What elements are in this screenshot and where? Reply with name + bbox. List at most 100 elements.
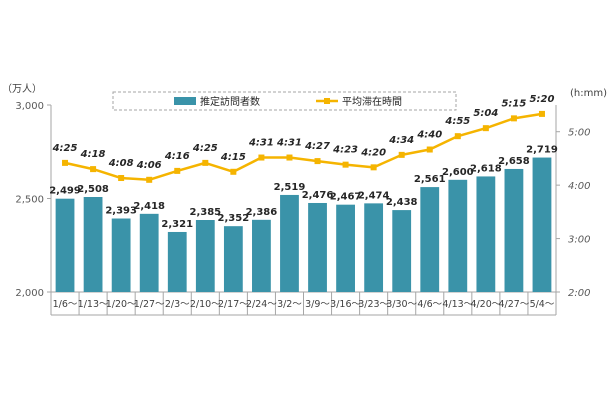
stay-time-label: 4:40 [416, 130, 442, 141]
category-label: 2/10～ [190, 299, 221, 310]
category-label: 5/4～ [530, 299, 555, 310]
stay-time-marker [370, 164, 377, 171]
stay-time-label: 4:06 [136, 160, 162, 171]
visitor-bar-label: 2,321 [161, 219, 193, 230]
category-label: 3/16～ [330, 299, 361, 310]
right-tick-label: 5:00 [568, 128, 590, 139]
visitor-bar [504, 168, 524, 292]
visitor-bar [167, 231, 187, 292]
category-label: 4/27～ [498, 299, 529, 310]
legend-bar-label: 推定訪問者数 [200, 95, 260, 108]
left-tick-label: 2,500 [15, 195, 44, 206]
visitor-bar [420, 187, 440, 292]
visitor-bar-label: 2,476 [302, 190, 334, 201]
category-label: 4/13～ [442, 299, 473, 310]
stay-time-marker [510, 115, 517, 122]
stay-time-marker [62, 159, 69, 166]
visitor-bar-label: 2,438 [386, 197, 418, 208]
stay-time-marker [118, 175, 125, 182]
visitor-bar-label: 2,393 [105, 206, 137, 217]
stay-time-label: 4:25 [192, 143, 218, 154]
legend-bar-swatch [174, 97, 196, 105]
stay-time-marker [174, 167, 181, 174]
stay-time-marker [146, 176, 153, 183]
visitor-bar-label: 2,600 [442, 167, 474, 178]
left-tick-label: 3,000 [15, 101, 44, 112]
axes-layer: 2,000 2,500 3,000 2:00 3:00 4:00 5:00 1/6～ 1/13～… [15, 101, 590, 316]
category-label: 1/13～ [78, 299, 109, 310]
category-label: 3/23～ [358, 299, 389, 310]
stay-time-marker [258, 154, 265, 161]
visitor-bar-label: 2,519 [274, 182, 306, 193]
category-label: 1/27～ [134, 299, 165, 310]
stay-time-label: 4:34 [388, 135, 414, 146]
visitor-bar [364, 203, 384, 292]
category-label: 4/6～ [417, 299, 442, 310]
visitor-bar-label: 2,418 [133, 201, 165, 212]
visitor-bar [308, 202, 327, 292]
stay-time-marker [398, 151, 405, 158]
stay-time-label: 4:25 [52, 143, 78, 154]
visitor-bar-label: 2,658 [498, 156, 530, 167]
stay-time-marker [454, 133, 461, 140]
category-label: 4/20～ [470, 299, 501, 310]
visitor-bar [392, 210, 412, 292]
stay-time-label: 5:04 [473, 108, 498, 119]
stay-time-marker [202, 159, 209, 166]
stay-time-label: 4:31 [276, 138, 302, 149]
category-label: 2/24～ [246, 299, 277, 310]
legend-frame [112, 91, 457, 111]
stay-time-line [64, 112, 543, 182]
visitor-bar [223, 226, 243, 292]
stay-time-label: 4:20 [360, 147, 386, 158]
visitor-bar-label: 2,499 [49, 186, 81, 197]
stay-time-marker [230, 168, 237, 175]
visitor-bar [139, 213, 159, 292]
line-layer [62, 110, 545, 183]
category-label: 3/30～ [386, 299, 417, 310]
stay-time-label: 5:15 [501, 98, 526, 109]
stay-time-label: 4:08 [108, 158, 134, 169]
visitor-bar-label: 2,352 [218, 213, 250, 224]
left-tick-label: 2,000 [15, 288, 44, 299]
visitor-bar [280, 194, 299, 292]
stay-time-label: 5:20 [530, 94, 555, 105]
category-label: 3/2～ [277, 299, 302, 310]
visitor-bar [336, 204, 355, 292]
stay-time-marker [286, 154, 293, 161]
legend-line-label: 平均滞在時間 [342, 96, 402, 108]
stay-time-label: 4:23 [332, 145, 358, 156]
category-label: 1/20～ [106, 299, 137, 310]
visitor-bar-label: 2,474 [358, 190, 390, 201]
visitor-bar-label: 2,719 [526, 145, 558, 156]
legend-line-marker [324, 98, 330, 104]
category-label: 1/6～ [53, 299, 78, 310]
right-tick-label: 3:00 [568, 235, 590, 246]
stay-time-label: 4:16 [164, 151, 190, 162]
right-tick-label: 2:00 [568, 288, 590, 299]
stay-time-label: 4:15 [220, 152, 246, 163]
stay-time-marker [314, 158, 321, 165]
visitor-bar [195, 220, 215, 292]
bars-layer [55, 157, 552, 292]
visitor-bar [532, 157, 552, 292]
stay-time-marker [538, 110, 545, 117]
visitor-bar-label: 2,467 [330, 192, 362, 203]
visitor-bar-label: 2,386 [246, 207, 278, 218]
right-tick-label: 4:00 [568, 181, 590, 192]
visitor-bar-label: 2,561 [414, 174, 446, 185]
stay-time-marker [426, 146, 433, 153]
legend: 推定訪問者数 平均滞在時間 [112, 91, 457, 111]
visitor-bar [111, 218, 131, 292]
visitor-bar [252, 219, 271, 292]
visitor-bar-label: 2,618 [470, 163, 502, 174]
visitor-bar [55, 198, 75, 292]
stay-time-label: 4:31 [248, 138, 274, 149]
category-label: 3/9～ [305, 299, 330, 310]
stay-time-marker [342, 161, 349, 168]
stay-time-label: 4:55 [444, 116, 470, 127]
visitor-bar [476, 176, 496, 292]
stay-time-label: 4:18 [80, 149, 106, 160]
